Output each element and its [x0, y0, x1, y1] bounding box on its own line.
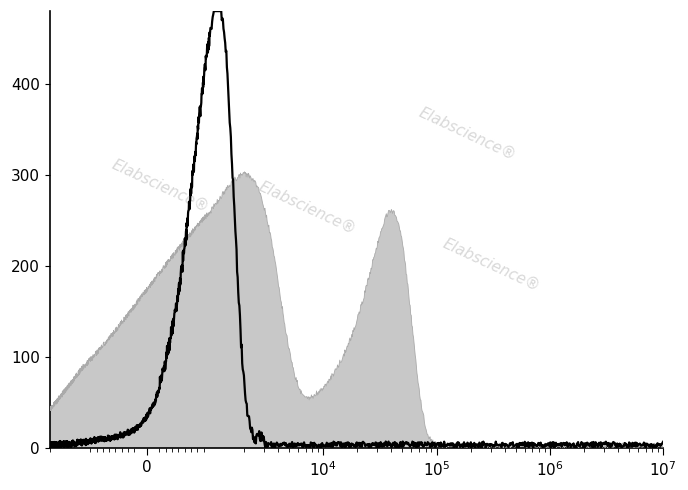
Text: Elabscience®: Elabscience®	[440, 236, 542, 294]
Text: Elabscience®: Elabscience®	[416, 104, 518, 163]
Text: Elabscience®: Elabscience®	[257, 179, 358, 237]
Text: Elabscience®: Elabscience®	[109, 157, 211, 215]
